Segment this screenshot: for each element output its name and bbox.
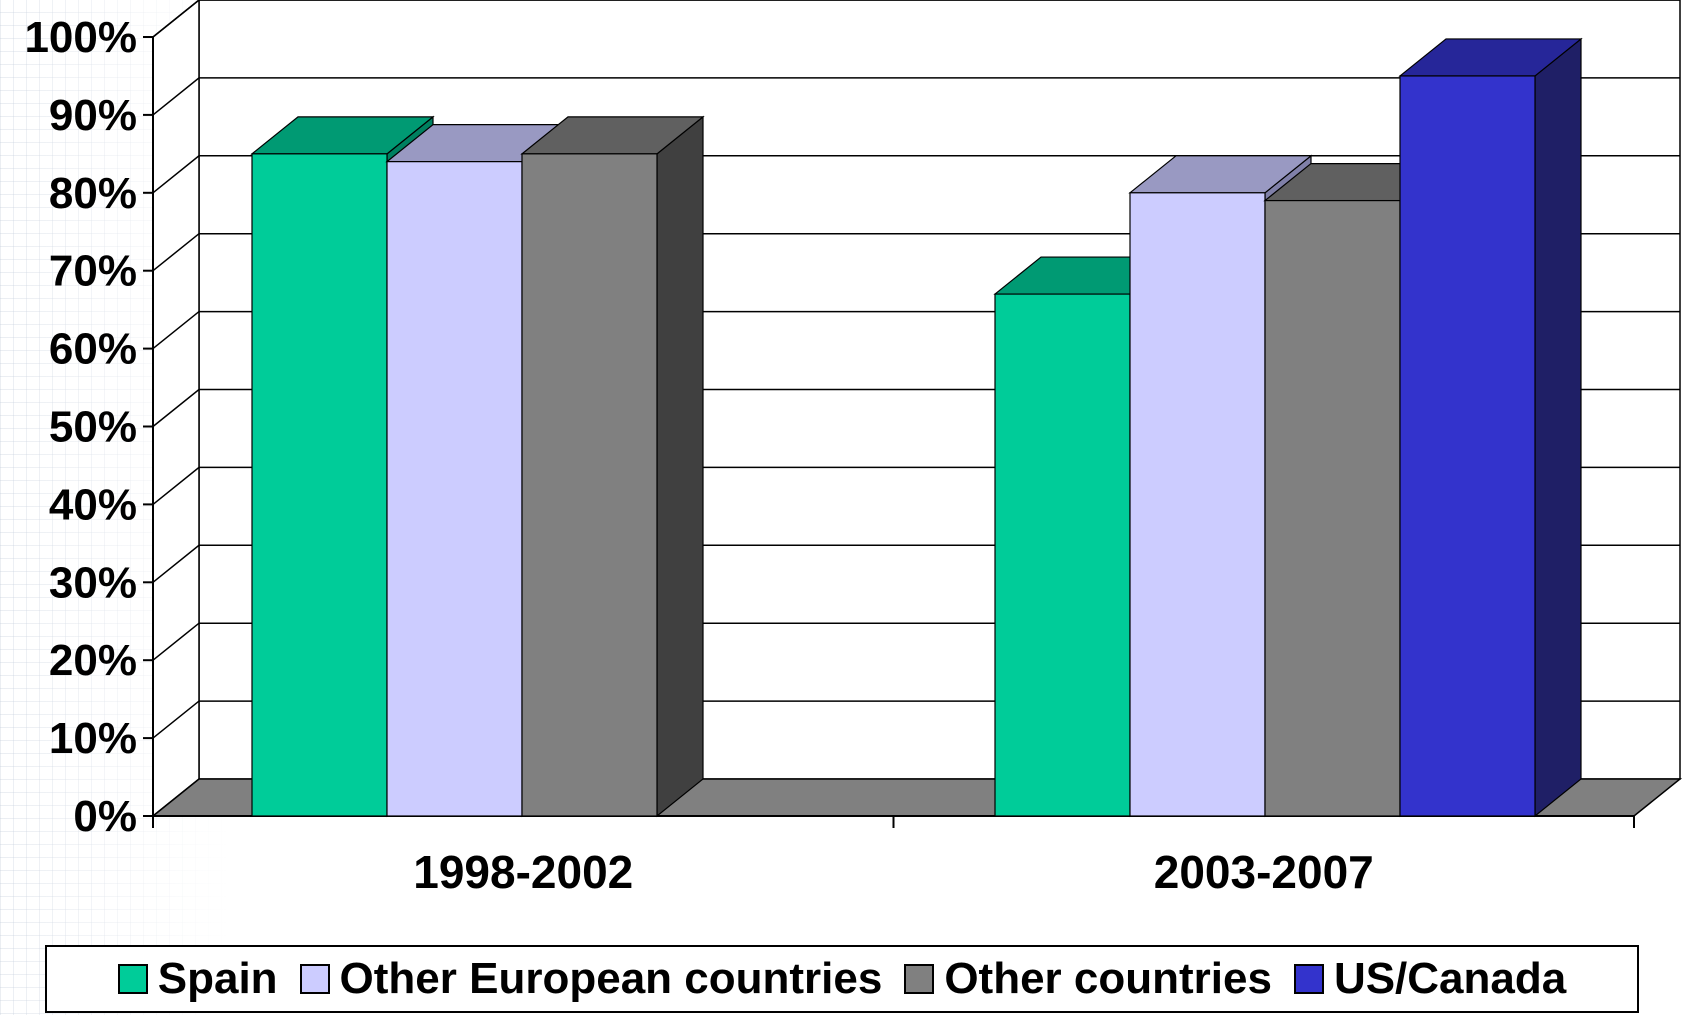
legend-label: US/Canada — [1333, 954, 1567, 1003]
bar-front — [386, 161, 523, 817]
legend-item-other-european: Other European countries — [299, 954, 883, 1003]
legend: Spain Other European countries Other cou… — [45, 945, 1639, 1013]
x-category-label: 1998-2002 — [413, 846, 633, 898]
y-tick-label: 70% — [49, 247, 137, 296]
x-category-label: 2003-2007 — [1154, 846, 1374, 898]
bar-front — [1399, 75, 1536, 817]
bar-front — [251, 153, 388, 817]
y-tick-label: 80% — [49, 169, 137, 218]
bar-side — [1534, 37, 1582, 818]
x-axis-labels: 1998-2002 2003-2007 — [413, 846, 1373, 898]
y-tick-label: 60% — [49, 325, 137, 374]
bar-side — [656, 115, 704, 818]
y-tick-label: 100% — [24, 13, 137, 62]
bar-front — [521, 153, 658, 817]
bar — [520, 115, 705, 818]
legend-swatch — [904, 964, 935, 994]
bar-front — [1129, 192, 1266, 817]
legend-swatch — [299, 964, 330, 994]
y-axis-labels: 0% 10% 20% 30% 40% 50% 60% 70% 80% 90% 100% — [24, 13, 137, 841]
legend-label: Other countries — [944, 954, 1272, 1003]
legend-item-other-countries: Other countries — [904, 957, 1272, 1001]
y-tick-label: 0% — [73, 792, 137, 841]
bar-front — [994, 293, 1131, 817]
legend-item-spain: Spain — [117, 954, 278, 1003]
legend-item-us-canada: US/Canada — [1293, 954, 1567, 1003]
legend-label: Spain — [157, 954, 278, 1003]
bar-front — [1264, 199, 1401, 817]
legend-swatch — [117, 964, 148, 994]
y-tick-label: 50% — [49, 403, 137, 452]
bars — [250, 37, 1583, 818]
gridline — [152, 0, 1680, 38]
y-tick-label: 40% — [49, 480, 137, 529]
legend-label: Other European countries — [339, 954, 883, 1003]
y-tick-label: 20% — [49, 636, 137, 685]
y-tick-label: 30% — [49, 558, 137, 607]
bar — [1398, 37, 1583, 818]
y-tick-label: 90% — [49, 91, 137, 140]
y-tick-label: 10% — [49, 714, 137, 763]
legend-swatch — [1293, 964, 1324, 994]
gridline — [152, 77, 1680, 116]
